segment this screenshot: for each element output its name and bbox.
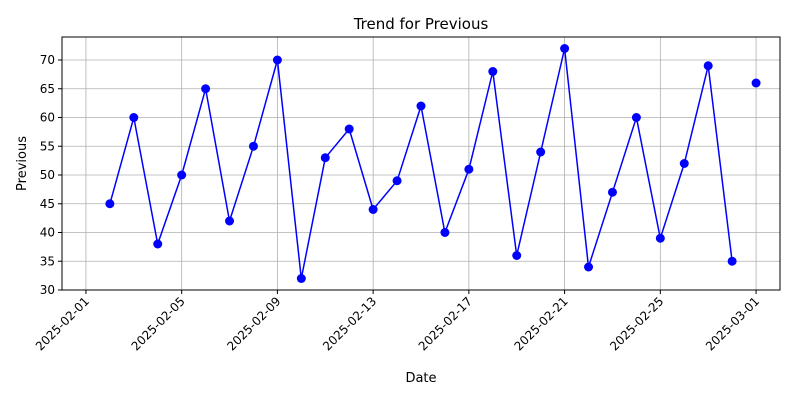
data-point (416, 101, 426, 111)
data-point (440, 228, 450, 237)
data-point (272, 55, 282, 65)
data-point (129, 113, 139, 122)
y-tick-label: 35 (40, 254, 55, 268)
data-point (225, 216, 235, 226)
plot-frame (61, 36, 781, 291)
data-point (655, 233, 665, 243)
data-point (201, 84, 211, 94)
data-point (679, 159, 689, 168)
y-tick-label: 70 (40, 53, 55, 67)
data-point (177, 170, 187, 180)
data-point (727, 256, 737, 266)
data-point (105, 199, 115, 209)
y-tick-label: 30 (40, 283, 55, 297)
data-point (153, 239, 163, 249)
series-markers (105, 44, 761, 283)
y-tick-label: 45 (40, 197, 55, 211)
data-point (320, 153, 330, 163)
y-tick-label: 55 (40, 139, 55, 153)
y-tick-label: 50 (40, 168, 55, 182)
y-tick-label: 60 (40, 111, 55, 125)
data-point (584, 262, 594, 272)
data-point (368, 205, 378, 214)
data-point (488, 67, 498, 76)
chart-title: Trend for Previous (353, 15, 489, 33)
data-point (751, 78, 761, 88)
data-point (464, 164, 474, 174)
y-tick-label: 65 (40, 82, 55, 96)
data-point (248, 141, 258, 151)
x-axis-label: Date (405, 371, 436, 386)
data-point (344, 124, 354, 134)
y-axis-ticks: 30 35 40 45 50 55 60 65 70 (40, 53, 62, 297)
y-axis-label: Previous (15, 136, 30, 191)
data-point (512, 251, 522, 260)
data-point (631, 113, 641, 122)
data-point (536, 147, 546, 157)
y-tick-label: 40 (40, 226, 55, 240)
data-point (296, 274, 306, 283)
data-point (703, 61, 713, 71)
data-point (392, 176, 402, 186)
data-point (607, 187, 617, 197)
data-point (560, 44, 570, 53)
